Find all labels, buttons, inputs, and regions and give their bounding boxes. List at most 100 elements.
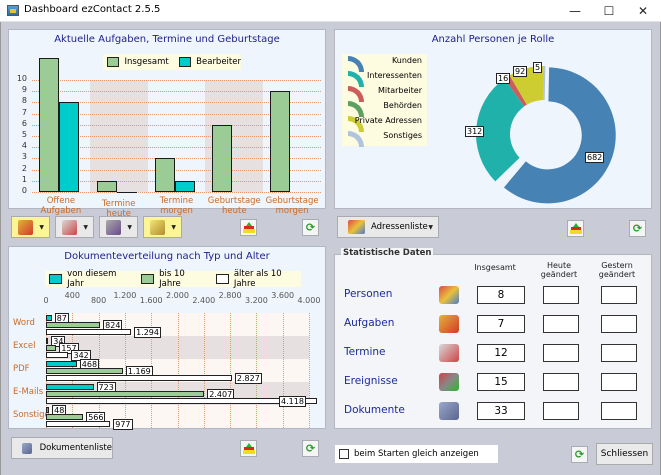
y-tick-label: 5 bbox=[21, 130, 27, 139]
legend-swatch-up-to-10 bbox=[140, 274, 155, 284]
stat-today-termine bbox=[543, 344, 579, 362]
event-check-icon bbox=[439, 373, 459, 391]
calendar-icon bbox=[62, 219, 77, 235]
label-interessenten: 312 bbox=[465, 126, 485, 137]
gridline bbox=[32, 192, 321, 193]
chevron-down-icon: ▼ bbox=[171, 223, 176, 231]
stat-label-ereignisse: Ereignisse bbox=[344, 375, 398, 387]
app-icon bbox=[7, 5, 19, 16]
x-tick-label: 1.600 bbox=[139, 296, 163, 305]
hbar-0 bbox=[46, 315, 52, 321]
events-menu-button[interactable]: ▼ bbox=[143, 216, 182, 238]
value-label: 2.827 bbox=[234, 373, 262, 384]
gridline bbox=[177, 313, 179, 428]
stat-label-aufgaben: Aufgaben bbox=[344, 317, 395, 329]
stat-yesterday-ereignisse bbox=[601, 373, 637, 391]
legend-item-interessenten: Interessenten bbox=[342, 69, 424, 87]
refresh-icon: ⟳ bbox=[574, 448, 585, 461]
birthdays-menu-button[interactable]: ▼ bbox=[99, 216, 138, 238]
gridline bbox=[32, 113, 321, 115]
x-tick-label: 4.000 bbox=[297, 296, 321, 305]
stat-label-personen: Personen bbox=[344, 288, 393, 300]
gridline bbox=[32, 158, 321, 160]
stat-today-aufgaben bbox=[543, 315, 579, 333]
stat-total-personen: 8 bbox=[477, 286, 525, 304]
maximize-button[interactable]: ☐ bbox=[603, 4, 615, 18]
gridline bbox=[32, 136, 321, 137]
close-window-button[interactable]: ✕ bbox=[637, 4, 649, 18]
appointments-menu-button[interactable]: ▼ bbox=[55, 216, 94, 238]
label-kunden: 682 bbox=[585, 152, 605, 163]
legend-item-kunden: Kunden bbox=[342, 54, 424, 72]
tasks-icon bbox=[439, 315, 459, 333]
docs-refresh-button[interactable]: ⟳ bbox=[302, 440, 319, 457]
chevron-down-icon: ▼ bbox=[428, 223, 433, 231]
dokumentenliste-button[interactable]: Dokumentenliste bbox=[11, 437, 113, 459]
hbar-2 bbox=[46, 352, 69, 358]
document-icon bbox=[439, 402, 459, 420]
hbar-2 bbox=[46, 398, 317, 404]
stats-refresh-button[interactable]: ⟳ bbox=[571, 446, 588, 463]
refresh-icon: ⟳ bbox=[305, 221, 316, 234]
stat-total-ereignisse: 15 bbox=[477, 373, 525, 391]
y-tick-label: 9 bbox=[21, 85, 27, 95]
tasks-chart-style-button[interactable] bbox=[240, 219, 257, 236]
bar-insgesamt bbox=[270, 91, 291, 192]
docs-chart-panel: Dokumenteverteilung nach Typ und Alter v… bbox=[8, 246, 326, 430]
tasks-menu-button[interactable]: ▼ bbox=[11, 216, 50, 238]
gridline bbox=[230, 313, 232, 428]
legend-swatch-older-10 bbox=[215, 274, 229, 284]
gridline bbox=[309, 313, 310, 428]
y-tick-label: 7 bbox=[21, 107, 27, 117]
x-tick-label: 400 bbox=[64, 291, 80, 300]
chevron-down-icon: ▼ bbox=[127, 223, 132, 231]
legend-swatch-insgesamt bbox=[107, 57, 120, 67]
gridline bbox=[32, 91, 321, 93]
stat-label-dokumente: Dokumente bbox=[344, 404, 405, 416]
stat-yesterday-personen bbox=[601, 286, 637, 304]
legend-swatch-bearbeiter bbox=[178, 57, 192, 67]
gift-icon bbox=[106, 219, 121, 235]
roles-chart-title: Anzahl Personen je Rolle bbox=[431, 34, 555, 45]
stat-total-aufgaben: 7 bbox=[477, 315, 525, 333]
y-category-label: Word bbox=[13, 318, 35, 328]
startup-checkbox-row[interactable]: beim Starten gleich anzeigen bbox=[335, 445, 498, 463]
hbar-0 bbox=[46, 384, 94, 390]
stat-today-personen bbox=[543, 286, 579, 304]
y-tick-label: 6 bbox=[21, 118, 27, 128]
stat-total-termine: 12 bbox=[477, 344, 525, 362]
tasks-refresh-button[interactable]: ⟳ bbox=[302, 219, 319, 236]
hbar-2 bbox=[46, 375, 232, 381]
roles-refresh-button[interactable]: ⟳ bbox=[629, 220, 646, 237]
address-book-icon bbox=[348, 220, 365, 234]
x-category-label: Termine morgen bbox=[159, 196, 194, 216]
roles-chart-panel: Anzahl Personen je Rolle Kunden Interess… bbox=[334, 29, 652, 209]
legend-item-private: Private Adressen bbox=[342, 114, 424, 132]
stat-today-ereignisse bbox=[543, 373, 579, 391]
schliessen-button[interactable]: Schliessen bbox=[596, 443, 653, 465]
bar-bearbeiter bbox=[59, 102, 79, 192]
startup-checkbox[interactable] bbox=[339, 449, 349, 459]
chevron-down-icon: ▼ bbox=[83, 223, 88, 231]
y-category-label: Excel bbox=[13, 341, 36, 351]
y-tick-label: 2 bbox=[21, 163, 27, 173]
col-head-heute: Heute geändert bbox=[540, 261, 578, 279]
x-tick-label: 1.200 bbox=[113, 291, 137, 300]
roles-donut-chart bbox=[476, 66, 616, 204]
gridline bbox=[203, 313, 205, 428]
hbar-1 bbox=[46, 368, 123, 374]
bar-insgesamt bbox=[39, 57, 59, 192]
bar-bearbeiter bbox=[116, 192, 137, 193]
gridline bbox=[32, 80, 321, 81]
y-tick-label: 3 bbox=[21, 152, 27, 162]
x-category-label: Geburtstage heute bbox=[207, 196, 261, 216]
document-icon bbox=[22, 442, 32, 454]
stat-yesterday-aufgaben bbox=[601, 315, 637, 333]
x-category-label: Offene Aufgaben bbox=[40, 196, 82, 216]
tasks-chart-title: Aktuelle Aufgaben, Termine und Geburtsta… bbox=[54, 34, 280, 45]
roles-chart-style-button[interactable] bbox=[567, 220, 584, 237]
docs-chart-style-button[interactable] bbox=[240, 440, 257, 457]
minimize-button[interactable]: — bbox=[569, 4, 581, 18]
adressenliste-button[interactable]: Adressenliste ▼ bbox=[337, 216, 439, 238]
legend-item-behoerden: Behörden bbox=[342, 99, 424, 117]
